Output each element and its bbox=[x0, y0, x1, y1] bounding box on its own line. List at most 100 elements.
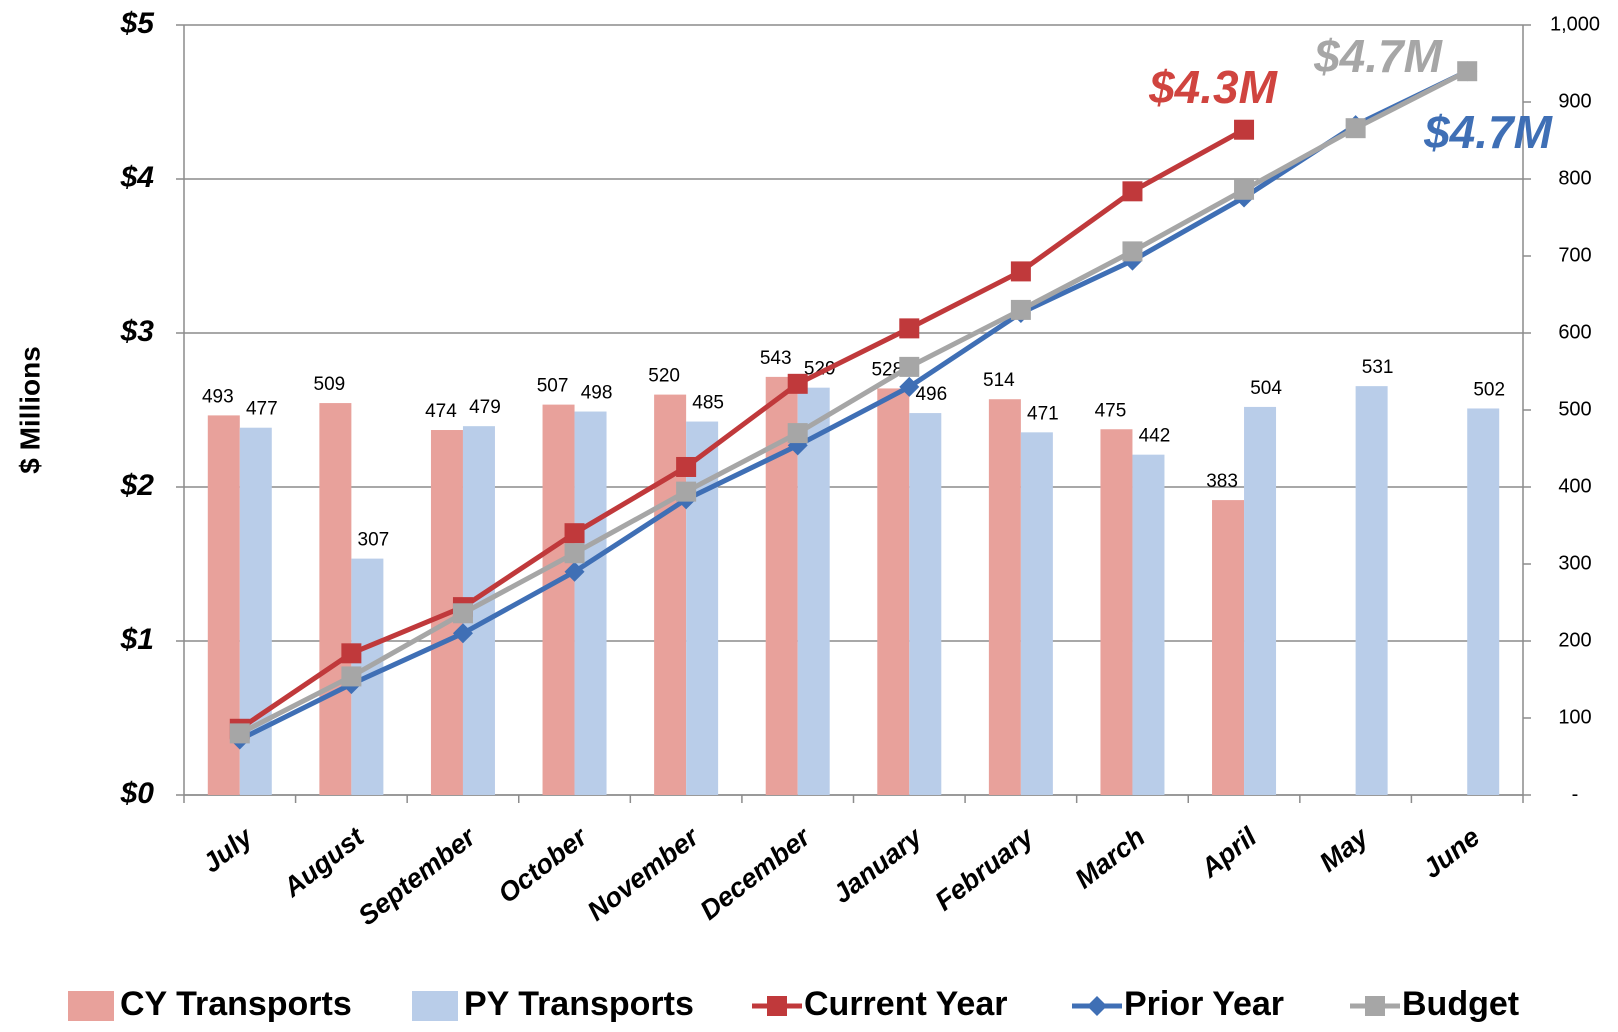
legend: CY Transports PY Transports Current Year Pr… bbox=[68, 985, 1519, 1023]
bar bbox=[909, 413, 942, 795]
legend-label: Prior Year bbox=[1124, 985, 1284, 1023]
line-marker bbox=[229, 723, 250, 744]
line-marker bbox=[1234, 179, 1255, 200]
bar-value-label: 471 bbox=[1027, 403, 1059, 424]
legend-item: PY Transports bbox=[412, 985, 694, 1023]
bar-value-label: 543 bbox=[760, 348, 792, 369]
legend-item: Budget bbox=[1350, 985, 1519, 1023]
line-marker bbox=[1234, 119, 1255, 140]
y2-tick-label: 600 bbox=[1558, 321, 1591, 343]
line-marker bbox=[452, 603, 473, 624]
x-tick-label: April bbox=[1194, 821, 1262, 883]
bar-value-label: 507 bbox=[537, 376, 569, 397]
line-marker bbox=[899, 356, 920, 377]
y-tick-label: $0 bbox=[120, 777, 155, 810]
bar-value-label: 474 bbox=[425, 401, 457, 422]
bar-value-label: 509 bbox=[314, 374, 346, 395]
legend-item: Prior Year bbox=[1072, 985, 1284, 1023]
line-marker bbox=[452, 623, 473, 644]
legend-label: CY Transports bbox=[120, 985, 352, 1023]
annotation: $4.7M bbox=[1313, 30, 1444, 82]
line-marker bbox=[1457, 61, 1478, 82]
x-tick-label: June bbox=[1417, 822, 1485, 884]
annotation: $4.7M bbox=[1423, 106, 1554, 158]
x-tick-label: July bbox=[197, 820, 260, 878]
y2-tick-label: 400 bbox=[1558, 475, 1591, 497]
line-marker bbox=[899, 376, 920, 397]
bar bbox=[542, 404, 575, 795]
bar bbox=[574, 411, 607, 795]
y2-tick-label: 900 bbox=[1558, 90, 1591, 112]
bar bbox=[1020, 432, 1053, 795]
line-marker bbox=[564, 543, 585, 564]
line-marker bbox=[1122, 181, 1143, 202]
legend-label: Budget bbox=[1402, 985, 1519, 1023]
y2-tick-label: 800 bbox=[1558, 167, 1591, 189]
x-tick-label: May bbox=[1314, 820, 1375, 877]
bar bbox=[1212, 500, 1245, 795]
bar-value-label: 493 bbox=[202, 386, 234, 407]
legend-swatch bbox=[68, 991, 114, 1021]
line-marker bbox=[676, 456, 697, 477]
bar bbox=[988, 399, 1021, 795]
x-tick-label: September bbox=[353, 821, 483, 931]
line-marker bbox=[1345, 118, 1366, 139]
bar-value-label: 531 bbox=[1362, 357, 1394, 378]
bar bbox=[1100, 429, 1133, 795]
x-tick-label: March bbox=[1069, 822, 1150, 895]
legend-item: Current Year bbox=[752, 985, 1007, 1023]
bar bbox=[797, 387, 830, 795]
y-axis-label: $ Millions bbox=[14, 346, 45, 474]
legend-marker bbox=[1365, 996, 1385, 1016]
y-tick-label: $4 bbox=[120, 161, 155, 194]
x-tick-label: February bbox=[929, 820, 1040, 916]
y2-tick-label: 500 bbox=[1558, 398, 1591, 420]
x-tick-label: January bbox=[827, 820, 929, 909]
line bbox=[238, 127, 1246, 731]
bar-value-label: 475 bbox=[1095, 400, 1127, 421]
bar-value-label: 485 bbox=[692, 393, 724, 414]
line-marker bbox=[564, 523, 585, 544]
bar-value-label: 514 bbox=[983, 370, 1015, 391]
legend-swatch bbox=[412, 991, 458, 1021]
bar-value-label: 307 bbox=[358, 530, 390, 551]
legend-marker bbox=[1087, 996, 1107, 1016]
bar bbox=[654, 394, 687, 795]
legend-marker bbox=[767, 996, 787, 1016]
bar-value-label: 442 bbox=[1139, 426, 1171, 447]
line-marker bbox=[899, 318, 920, 339]
y2-tick-label: - bbox=[1572, 783, 1579, 805]
y2-tick-label: 300 bbox=[1558, 552, 1591, 574]
bar bbox=[1467, 408, 1500, 795]
bar-value-label: 477 bbox=[246, 399, 278, 420]
bar bbox=[319, 403, 352, 795]
line-marker bbox=[1122, 241, 1143, 262]
y-tick-label: $5 bbox=[120, 7, 156, 40]
line bbox=[238, 68, 1469, 736]
line bbox=[238, 68, 1469, 742]
line-marker bbox=[564, 561, 585, 582]
bar-value-label: 383 bbox=[1206, 471, 1238, 492]
annotation: $4.3M bbox=[1148, 61, 1279, 113]
x-tick-label: November bbox=[582, 821, 706, 927]
x-tick-label: December bbox=[694, 821, 817, 926]
y-tick-label: $2 bbox=[120, 469, 155, 502]
bar bbox=[877, 388, 910, 795]
y-tick-label: $3 bbox=[120, 315, 155, 348]
bar bbox=[1355, 386, 1388, 795]
line-marker bbox=[787, 373, 808, 394]
bar bbox=[1132, 454, 1165, 795]
line-marker bbox=[1010, 299, 1031, 320]
x-tick-label: August bbox=[277, 821, 370, 903]
line-marker bbox=[1010, 261, 1031, 282]
y-tick-label: $1 bbox=[120, 623, 154, 656]
legend-item: CY Transports bbox=[68, 985, 352, 1023]
bar-value-label: 504 bbox=[1250, 378, 1282, 399]
bar-value-label: 502 bbox=[1473, 379, 1505, 400]
x-tick-label: October bbox=[493, 821, 594, 909]
line-marker bbox=[787, 423, 808, 444]
bar bbox=[1244, 406, 1277, 795]
bar-value-label: 520 bbox=[648, 366, 680, 387]
line-marker bbox=[341, 643, 362, 664]
